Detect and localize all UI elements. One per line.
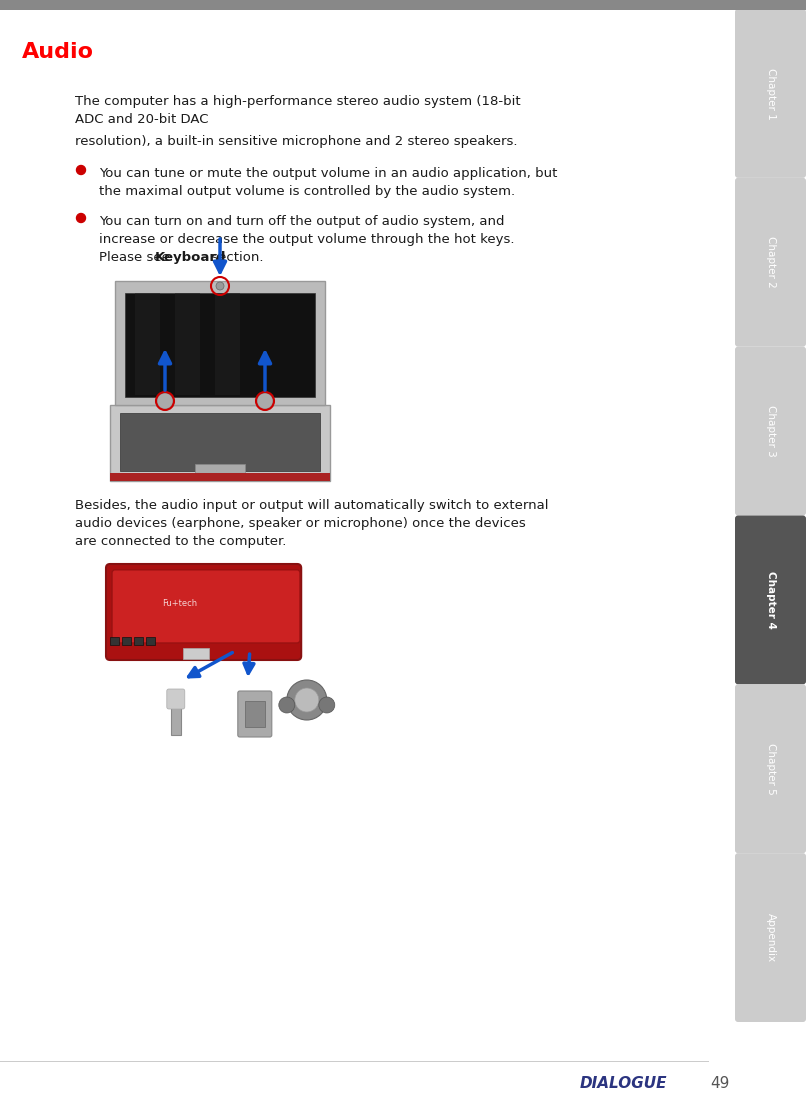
Text: DIALOGUE: DIALOGUE (580, 1076, 667, 1092)
Text: Chapter 3: Chapter 3 (766, 405, 775, 457)
Bar (120, 413, 320, 471)
FancyBboxPatch shape (735, 684, 806, 853)
Bar (122, 637, 131, 645)
Bar (215, 293, 240, 395)
Bar (195, 465, 245, 476)
Circle shape (77, 166, 85, 175)
FancyBboxPatch shape (106, 564, 301, 659)
Bar (115, 281, 325, 405)
Text: Please see: Please see (99, 251, 174, 264)
Circle shape (216, 282, 224, 290)
FancyBboxPatch shape (735, 516, 806, 684)
Text: Chapter 2: Chapter 2 (766, 236, 775, 289)
Bar (134, 637, 143, 645)
Text: resolution), a built-in sensitive microphone and 2 stereo speakers.: resolution), a built-in sensitive microp… (75, 135, 517, 148)
Text: Keyboard: Keyboard (155, 251, 226, 264)
Circle shape (157, 393, 173, 409)
Bar (183, 648, 209, 659)
Circle shape (77, 214, 85, 223)
Text: are connected to the computer.: are connected to the computer. (75, 535, 286, 548)
FancyBboxPatch shape (735, 853, 806, 1022)
Bar (245, 701, 265, 727)
Text: the maximal output volume is controlled by the audio system.: the maximal output volume is controlled … (99, 185, 515, 198)
Text: 49: 49 (710, 1076, 729, 1092)
Bar (146, 637, 155, 645)
Text: Appendix: Appendix (766, 913, 775, 962)
Text: Fu+tech: Fu+tech (162, 598, 197, 608)
Circle shape (287, 680, 326, 720)
Text: Besides, the audio input or output will automatically switch to external: Besides, the audio input or output will … (75, 499, 549, 512)
Circle shape (295, 688, 319, 712)
FancyBboxPatch shape (735, 346, 806, 516)
Bar (125, 293, 315, 397)
FancyBboxPatch shape (167, 688, 185, 709)
Text: section.: section. (207, 251, 264, 264)
Circle shape (319, 697, 334, 713)
Text: ADC and 20-bit DAC: ADC and 20-bit DAC (75, 113, 209, 126)
Circle shape (257, 393, 273, 409)
Bar (110, 637, 119, 645)
Text: You can turn on and turn off the output of audio system, and: You can turn on and turn off the output … (99, 215, 505, 228)
Text: Chapter 1: Chapter 1 (766, 68, 775, 119)
Text: Chapter 5: Chapter 5 (766, 743, 775, 794)
Bar (171, 695, 181, 735)
Bar (110, 473, 330, 481)
FancyBboxPatch shape (735, 9, 806, 178)
Text: Chapter 4: Chapter 4 (766, 571, 775, 629)
Bar (135, 293, 160, 395)
Text: You can tune or mute the output volume in an audio application, but: You can tune or mute the output volume i… (99, 167, 558, 180)
FancyBboxPatch shape (735, 178, 806, 346)
FancyBboxPatch shape (238, 691, 272, 737)
Text: Audio: Audio (22, 42, 94, 62)
FancyBboxPatch shape (112, 569, 300, 643)
Bar (110, 405, 330, 481)
Bar (175, 293, 200, 395)
Bar (0, 0, 806, 10)
Circle shape (279, 697, 295, 713)
Text: increase or decrease the output volume through the hot keys.: increase or decrease the output volume t… (99, 233, 514, 246)
Text: audio devices (earphone, speaker or microphone) once the devices: audio devices (earphone, speaker or micr… (75, 517, 526, 530)
Text: The computer has a high-performance stereo audio system (18-bit: The computer has a high-performance ster… (75, 95, 521, 108)
